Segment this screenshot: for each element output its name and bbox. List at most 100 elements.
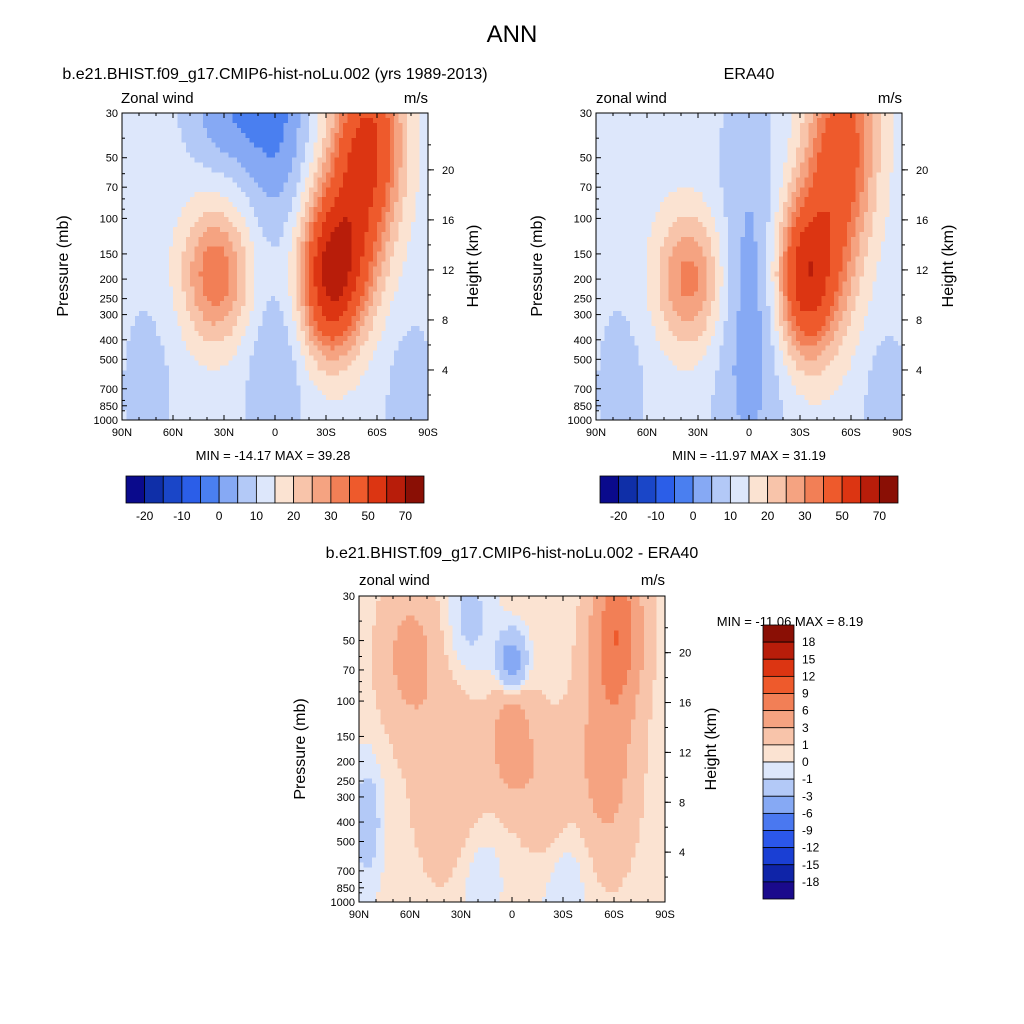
heatmap-cell [130,390,136,396]
heatmap-cell [787,122,793,129]
heatmap-cell [232,197,238,203]
heatmap-cell [134,286,140,292]
heatmap-cell [279,276,285,282]
heatmap-cell [419,177,425,183]
heatmap-cell [385,157,391,164]
heatmap-cell [232,246,238,253]
heatmap-cell [160,281,166,287]
heatmap-cell [147,192,153,198]
heatmap-cell [139,197,144,203]
heatmap-cell [185,182,191,188]
heatmap-cell [406,216,412,223]
heatmap-cell [156,132,161,139]
heatmap-cell [664,137,669,144]
panel-obs-left-label: zonal wind [596,90,667,107]
heatmap-cell [147,395,153,401]
heatmap-cell [279,187,285,193]
heatmap-cell [834,132,839,139]
heatmap-cell [389,172,395,178]
heatmap-cell [232,162,238,169]
heatmap-cell [262,276,268,282]
heatmap-cell [338,400,344,406]
heatmap-cell [829,127,835,134]
heatmap-cell [334,385,340,391]
heatmap-cell [232,132,238,139]
heatmap-cell [143,221,149,228]
heatmap-cell [143,261,149,268]
heatmap-cell [270,345,276,352]
heatmap-cell [402,370,408,377]
heatmap-cell [147,380,153,386]
heatmap-cell [134,127,140,134]
heatmap-cell [160,221,166,228]
heatmap-cell [330,385,336,391]
heatmap-cell [385,117,391,124]
heatmap-cell [617,137,623,144]
heatmap-cell [385,142,391,149]
heatmap-cell [283,286,289,292]
heatmap-cell [249,216,255,223]
heatmap-cell [355,316,361,322]
heatmap-cell [181,241,187,248]
heatmap-cell [219,137,225,144]
heatmap-cell [139,316,144,322]
heatmap-cell [258,127,263,134]
heatmap-cell [185,187,191,193]
heatmap-cell [423,256,429,263]
heatmap-cell [253,360,259,367]
heatmap-cell [194,236,200,243]
heatmap-cell [351,261,357,268]
heatmap-cell [241,113,246,119]
heatmap-cell [232,276,238,282]
heatmap-cell [126,385,132,391]
heatmap-cell [343,241,348,248]
heatmap-cell [317,266,323,273]
heatmap-cell [139,117,144,124]
heatmap-cell [398,147,404,154]
heatmap-cell [423,266,429,273]
heatmap-cell [347,385,353,391]
y2-tick-label: 4 [442,365,448,377]
heatmap-cell [385,172,391,178]
heatmap-cell [156,122,161,129]
heatmap-cell [406,147,412,154]
heatmap-cell [185,365,191,372]
heatmap-cell [317,350,323,357]
heatmap-cell [211,355,217,362]
heatmap-cell [151,251,157,258]
heatmap-cell [368,122,374,129]
heatmap-cell [676,127,682,134]
heatmap-cell [143,212,149,218]
heatmap-cell [330,207,336,213]
heatmap-cell [381,291,387,297]
heatmap-cell [377,167,382,174]
heatmap-cell [372,375,378,381]
heatmap-cell [202,301,208,307]
heatmap-cell [309,306,314,312]
heatmap-cell [795,122,801,129]
heatmap-cell [130,415,136,421]
heatmap-cell [215,301,221,307]
heatmap-cell [160,306,166,312]
heatmap-cell [181,127,187,134]
heatmap-cell [411,291,416,297]
heatmap-cell [156,147,161,154]
heatmap-cell [168,261,174,268]
heatmap-cell [147,301,153,307]
heatmap-cell [130,345,136,352]
heatmap-cell [266,340,272,347]
heatmap-cell [147,281,153,287]
heatmap-cell [139,212,144,218]
heatmap-cell [668,132,674,139]
heatmap-cell [672,137,678,144]
heatmap-cell [600,132,606,139]
heatmap-cell [190,365,195,372]
heatmap-cell [126,207,132,213]
heatmap-cell [202,246,208,253]
heatmap-cell [402,192,408,198]
heatmap-cell [292,172,297,178]
heatmap-cell [198,177,204,183]
heatmap-cell [360,365,365,372]
y-tick-label: 300 [100,310,118,322]
heatmap-cell [185,271,191,277]
